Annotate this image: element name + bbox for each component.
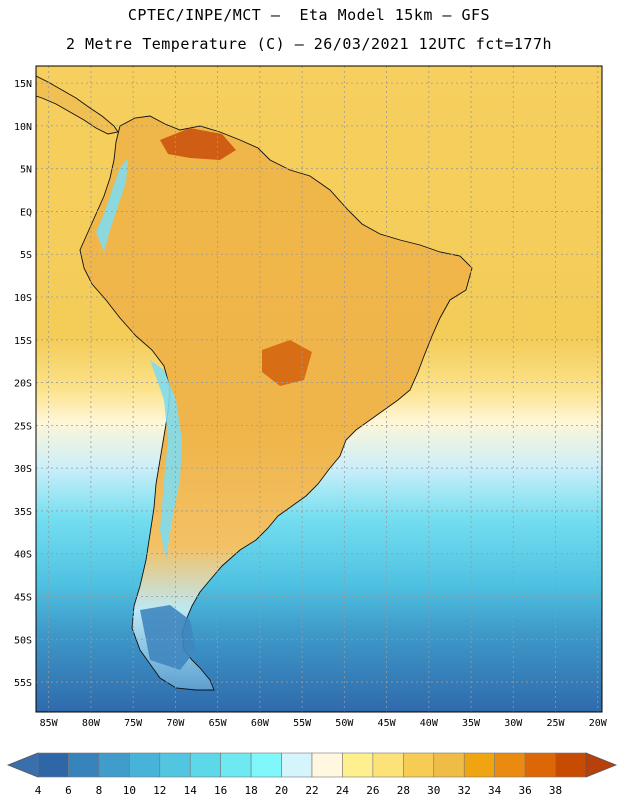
colorbar-swatch <box>372 752 404 778</box>
latitude-label: 10N <box>14 122 32 133</box>
longitude-label: 60W <box>251 718 270 729</box>
graticule <box>36 66 602 712</box>
latitude-label: 5S <box>20 250 32 261</box>
longitude-label: 25W <box>547 718 566 729</box>
south-america-landmass <box>79 115 473 691</box>
colorbar-swatch <box>129 752 161 778</box>
longitude-label: 75W <box>124 718 143 729</box>
longitude-label: 70W <box>166 718 185 729</box>
colorbar-low-arrow <box>6 752 39 778</box>
longitude-label: 80W <box>82 718 101 729</box>
colorbar-tick-label: 6 <box>65 784 72 797</box>
hot-region-mato-grosso <box>262 340 312 386</box>
temperature-map: 15N 10N 5N EQ 5S 10S 15S 20S 25S 30S 35S 40S 45S 50S 5… <box>14 65 608 729</box>
longitude-label: 40W <box>420 718 439 729</box>
longitude-label: 50W <box>335 718 354 729</box>
land-layer <box>36 75 473 691</box>
colorbar-tick-label: 12 <box>153 784 166 797</box>
colorbar-tick-label: 32 <box>458 784 471 797</box>
latitude-label: 15S <box>14 336 32 347</box>
latitude-label: 25S <box>14 421 32 432</box>
colorbar-tick-label: 20 <box>275 784 288 797</box>
colorbar-swatch <box>250 752 282 778</box>
latitude-label: 5N <box>20 165 32 176</box>
colorbar-swatch <box>433 752 465 778</box>
longitude-label: 45W <box>378 718 397 729</box>
map-frame <box>35 65 603 713</box>
colorbar-tick-label: 34 <box>488 784 502 797</box>
longitude-label: 20W <box>589 718 608 729</box>
colorbar-tick-label: 30 <box>427 784 440 797</box>
colorbar-swatch <box>311 752 343 778</box>
colorbar-labels: 4 6 8 10 12 14 16 18 20 22 24 26 28 30 32 34 36 38 <box>35 784 562 797</box>
colorbar-tick-label: 18 <box>244 784 257 797</box>
longitude-labels: 85W 80W 75W 70W 65W 60W 55W 50W 45W 40W 35W 30W 25W 2… <box>40 718 608 729</box>
latitude-label: 45S <box>14 592 32 603</box>
latitude-label: 50S <box>14 635 32 646</box>
colorbar-tick-label: 28 <box>397 784 410 797</box>
latitude-label: 20S <box>14 379 32 390</box>
colorbar-swatch <box>463 752 495 778</box>
colorbar-swatch <box>68 752 100 778</box>
latitude-label: 40S <box>14 550 32 561</box>
colorbar: 4 6 8 10 12 14 16 18 20 22 24 26 28 30 32 34 36 38 <box>6 752 618 797</box>
latitude-label: 10S <box>14 293 32 304</box>
map-title-line-2: 2 Metre Temperature (C) – 26/03/2021 12U… <box>65 35 553 53</box>
longitude-label: 35W <box>462 718 481 729</box>
colorbar-swatch <box>281 752 313 778</box>
colorbar-boxes <box>37 752 587 778</box>
colorbar-swatch <box>494 752 526 778</box>
colorbar-high-arrow <box>585 752 618 778</box>
map-title-line-1: CPTEC/INPE/MCT – Eta Model 15km – GFS <box>127 6 491 24</box>
colorbar-swatch <box>37 752 69 778</box>
hot-region-venezuela <box>160 128 236 160</box>
colorbar-tick-label: 36 <box>518 784 531 797</box>
colorbar-swatch <box>189 752 221 778</box>
colorbar-swatch <box>403 752 435 778</box>
longitude-label: 85W <box>40 718 59 729</box>
longitude-label: 55W <box>293 718 312 729</box>
colorbar-tick-label: 8 <box>96 784 103 797</box>
colorbar-swatch <box>555 752 587 778</box>
latitude-label: 55S <box>14 678 32 689</box>
longitude-label: 65W <box>209 718 228 729</box>
colorbar-tick-label: 22 <box>305 784 318 797</box>
colorbar-tick-label: 10 <box>123 784 136 797</box>
colorbar-swatch <box>342 752 374 778</box>
colorbar-swatch <box>159 752 191 778</box>
colorbar-tick-label: 24 <box>336 784 350 797</box>
colorbar-swatch <box>220 752 252 778</box>
colorbar-tick-label: 26 <box>366 784 379 797</box>
longitude-label: 30W <box>504 718 523 729</box>
latitude-label: EQ <box>20 207 32 218</box>
colorbar-tick-label: 4 <box>35 784 42 797</box>
colorbar-tick-label: 38 <box>549 784 562 797</box>
latitude-label: 35S <box>14 507 32 518</box>
latitude-label: 15N <box>14 79 32 90</box>
colorbar-swatch <box>98 752 130 778</box>
colorbar-tick-label: 14 <box>184 784 198 797</box>
latitude-label: 30S <box>14 464 32 475</box>
colorbar-tick-label: 16 <box>214 784 227 797</box>
latitude-labels: 15N 10N 5N EQ 5S 10S 15S 20S 25S 30S 35S 40S 45S 50S 5… <box>14 79 32 689</box>
patagonia-cold-region <box>140 605 196 670</box>
colorbar-swatch <box>524 752 556 778</box>
